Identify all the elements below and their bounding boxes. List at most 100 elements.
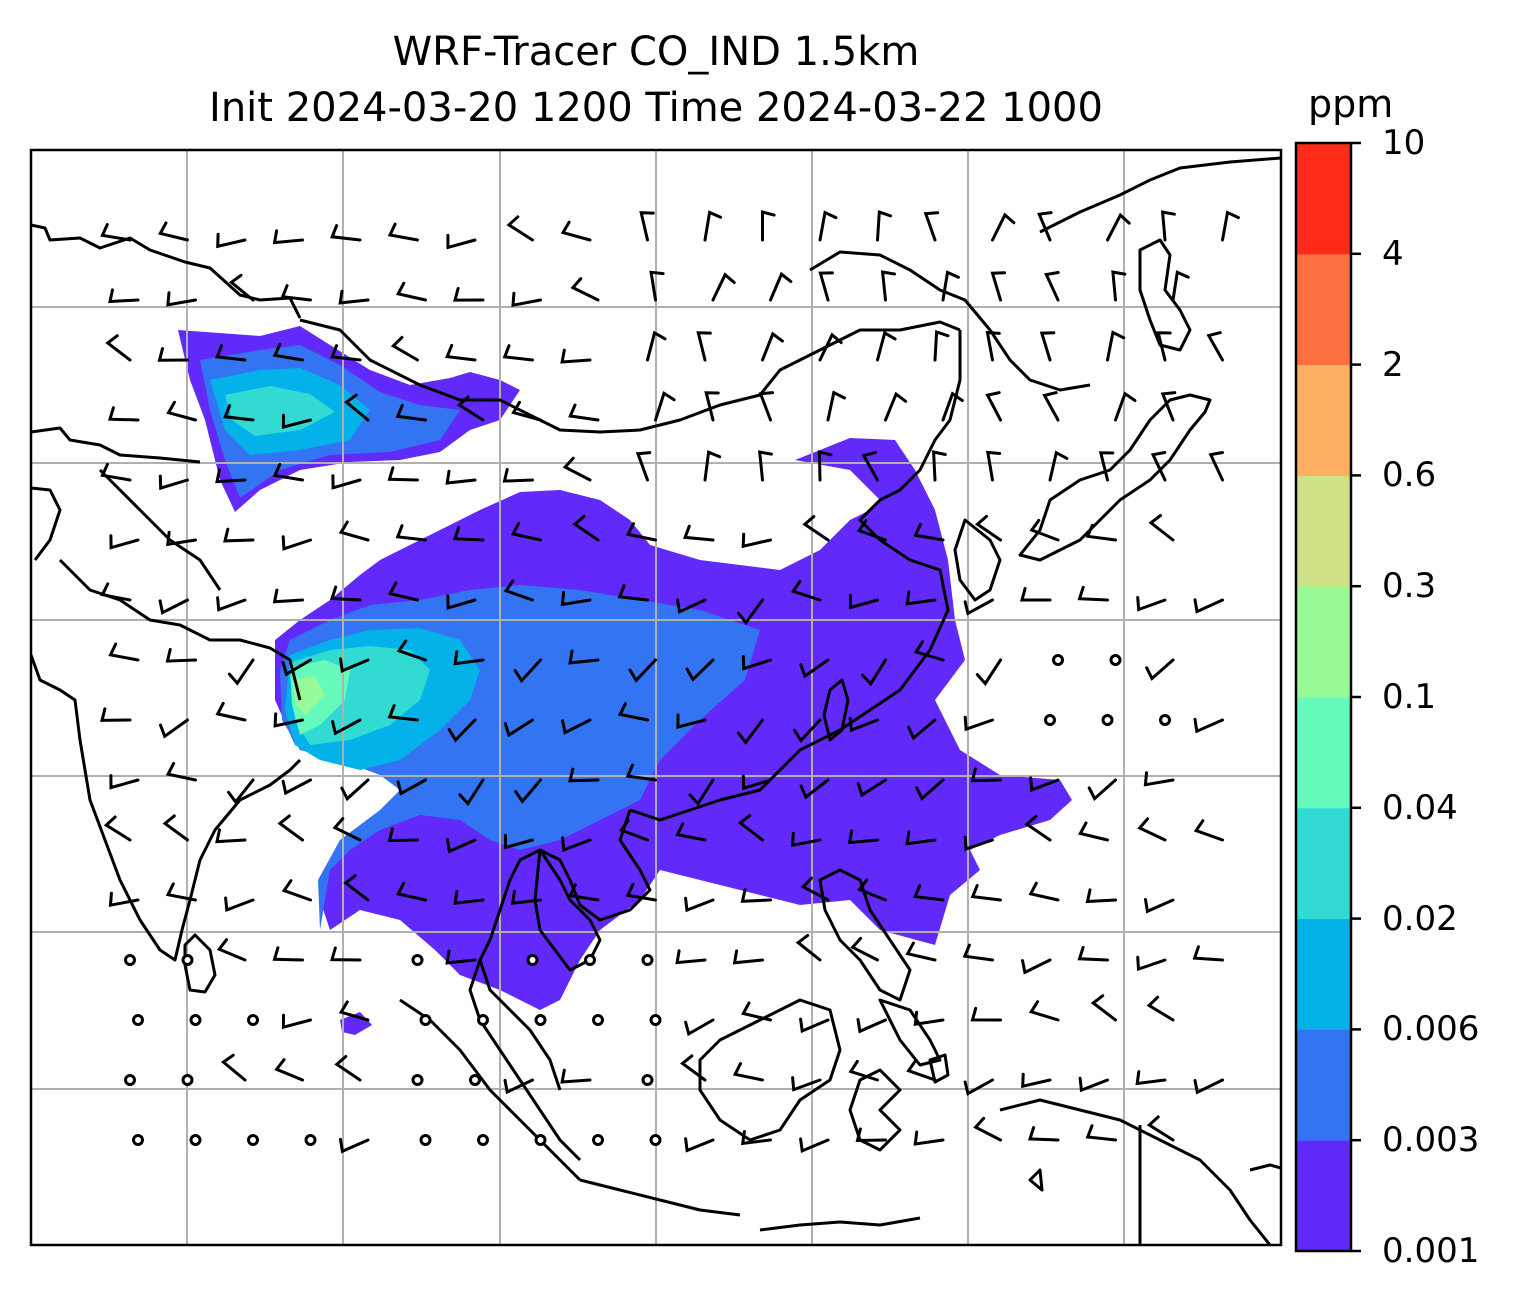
wind-barb [905, 830, 937, 846]
calm-wind-marker [469, 1074, 481, 1086]
wind-barb [453, 650, 485, 666]
wind-barb [1146, 995, 1175, 1022]
wind-barb [1193, 598, 1224, 614]
calm-wind-marker [181, 954, 194, 966]
wind-barb [338, 289, 370, 305]
wind-barb [396, 639, 427, 662]
wind-barb [447, 718, 477, 743]
wind-barb [817, 450, 833, 482]
wind-barb [100, 707, 132, 722]
wind-barb [985, 391, 1002, 422]
wind-barb [503, 718, 534, 738]
calm-wind-marker [247, 1134, 259, 1146]
colorbar-tick-label: 0.6 [1382, 455, 1437, 496]
wind-barb [281, 535, 312, 551]
wind-barb [158, 474, 189, 491]
wind-barb [1039, 331, 1056, 362]
wind-barb [963, 835, 994, 852]
wind-barb [639, 211, 655, 242]
map-frame [29, 148, 1283, 1247]
wind-barb [1085, 888, 1117, 904]
wind-barb [343, 874, 370, 902]
wind-barb [561, 836, 592, 852]
wind-barb [618, 818, 649, 842]
wind-barb [963, 1078, 994, 1096]
wind-barb [511, 400, 542, 422]
calm-wind-marker [124, 954, 136, 966]
wind-barb [568, 767, 600, 783]
wind-barb [166, 400, 197, 422]
wind-barb [818, 271, 834, 302]
wind-barb [741, 1001, 772, 1022]
wind-barb [272, 946, 304, 962]
wind-barb [510, 521, 542, 542]
wind-barb [684, 1018, 715, 1037]
colorbar-tick-label: 0.006 [1382, 1009, 1480, 1050]
wind-barb [625, 522, 657, 542]
wind-barb [458, 778, 485, 807]
calm-wind-marker [526, 954, 539, 966]
wind-barb [570, 277, 600, 302]
wind-barb [970, 767, 1002, 783]
colorbar-unit-label: ppm [1308, 82, 1394, 126]
wind-barb [272, 229, 304, 245]
wind-barb [216, 938, 247, 962]
colorbar-segment [1296, 1029, 1351, 1141]
calm-wind-marker [584, 954, 596, 966]
calm-wind-marker [189, 1134, 202, 1146]
calm-wind-marker [124, 1074, 136, 1086]
calm-wind-marker [649, 1134, 662, 1146]
wind-barb [1085, 1124, 1117, 1142]
calm-wind-marker [649, 1014, 662, 1026]
wind-barb [941, 391, 964, 422]
wind-barb [974, 514, 1002, 542]
wind-barb [1090, 994, 1117, 1022]
wind-barb [876, 330, 897, 362]
wind-barb [165, 762, 197, 782]
wind-barb [975, 658, 1002, 686]
wind-barb [332, 817, 362, 842]
wind-barb [1114, 391, 1137, 422]
wind-barb [339, 1137, 370, 1154]
wind-barb [932, 450, 947, 482]
wind-barb [158, 598, 189, 615]
wind-barb [503, 1078, 534, 1095]
wind-barb [1136, 596, 1167, 612]
wind-barb [970, 884, 1002, 902]
wind-barb [1021, 958, 1052, 975]
wind-barb [758, 391, 774, 422]
wind-barb [514, 778, 542, 804]
wind-barb [1021, 1072, 1052, 1089]
wind-barb [876, 210, 893, 242]
wind-barb [100, 462, 132, 482]
wind-barb [513, 658, 542, 684]
wind-barb [446, 838, 477, 854]
wind-barb [761, 331, 784, 362]
wind-barb [741, 655, 772, 671]
wind-barb [970, 1006, 1002, 1022]
wind-barb [790, 579, 822, 602]
wind-barb [105, 334, 132, 362]
calm-wind-marker [1109, 654, 1122, 666]
wind-barb [273, 712, 304, 728]
wind-barb [696, 331, 712, 362]
wind-barb [215, 701, 247, 722]
wind-barb [108, 642, 140, 662]
wind-barb [991, 212, 1016, 242]
wind-barb [1206, 331, 1224, 362]
tracer-plume-northwest-high [225, 386, 335, 436]
wind-barb [1024, 814, 1052, 842]
wind-barb [281, 879, 312, 902]
wind-barb [158, 221, 189, 242]
calm-wind-marker [181, 1074, 194, 1086]
calm-wind-marker [641, 954, 654, 966]
wind-barb [923, 211, 940, 242]
wind-barb [847, 829, 879, 845]
calm-wind-marker [247, 1014, 259, 1026]
wind-barb [1156, 331, 1172, 362]
wind-barb [906, 1059, 937, 1082]
wind-barb [736, 718, 764, 745]
wind-barb [850, 936, 879, 962]
wind-barb [628, 658, 657, 683]
wind-barb [561, 718, 592, 735]
